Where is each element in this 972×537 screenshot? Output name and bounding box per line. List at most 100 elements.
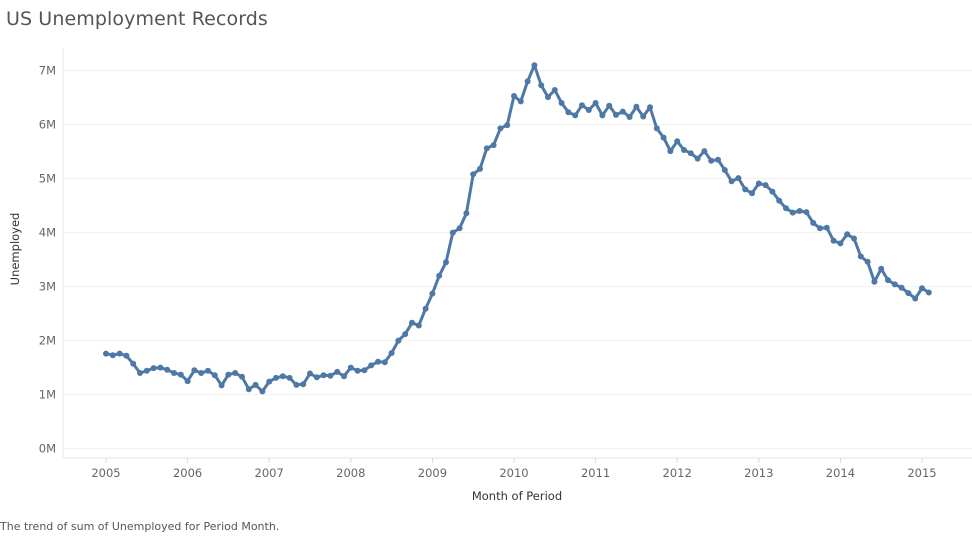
data-point [184, 378, 191, 385]
data-point [749, 190, 755, 197]
data-point [456, 225, 463, 232]
data-point [844, 231, 851, 238]
data-point [864, 258, 871, 265]
data-point [565, 109, 572, 116]
data-point [123, 352, 130, 359]
data-point [885, 277, 891, 284]
data-point [225, 371, 232, 378]
data-point [687, 150, 694, 157]
data-point [137, 370, 143, 376]
series-line [104, 63, 931, 393]
data-point [307, 370, 313, 377]
data-point [422, 305, 429, 312]
data-point [436, 272, 443, 279]
y-tick-label: 1M [39, 388, 56, 402]
data-point [701, 148, 708, 155]
data-point [681, 147, 687, 153]
data-point [443, 259, 449, 266]
data-point [742, 186, 749, 193]
data-point [150, 365, 157, 372]
data-point [803, 209, 810, 216]
data-point [857, 253, 864, 260]
data-point [647, 104, 653, 111]
y-tick-label: 4M [39, 226, 56, 240]
data-point [762, 182, 769, 189]
data-point [871, 278, 878, 285]
data-point [116, 350, 123, 357]
data-point [198, 370, 205, 376]
y-tick-label: 0M [39, 442, 56, 456]
data-point [592, 100, 599, 106]
data-point [919, 285, 925, 292]
data-point [551, 87, 558, 93]
x-tick-label: 2013 [744, 466, 773, 480]
data-point [279, 373, 286, 380]
data-point [157, 364, 164, 371]
data-point [538, 82, 545, 89]
data-point [789, 209, 796, 216]
data-point [354, 367, 361, 374]
data-point [347, 364, 354, 371]
data-point [395, 337, 402, 344]
data-point [109, 352, 116, 359]
data-point [320, 372, 327, 379]
x-tick-label: 2006 [173, 466, 202, 480]
y-tick-label: 6M [39, 118, 56, 132]
data-point [286, 374, 293, 381]
data-point [273, 374, 279, 381]
data-point [925, 289, 932, 296]
data-point [252, 381, 259, 388]
x-tick-label: 2008 [336, 466, 365, 480]
data-point [232, 370, 239, 376]
data-point [511, 93, 517, 99]
data-point [912, 295, 919, 302]
chart-caption: The trend of sum of Unemployed for Perio… [0, 520, 280, 533]
data-point [606, 102, 613, 109]
data-point [429, 290, 436, 297]
data-point [769, 188, 776, 195]
data-point [585, 107, 592, 113]
data-point [205, 367, 211, 374]
data-point [259, 388, 266, 395]
data-point [558, 100, 565, 106]
data-point [715, 156, 721, 163]
data-point [626, 114, 633, 120]
data-point [327, 372, 334, 379]
x-tick-label: 2007 [255, 466, 284, 480]
data-point [776, 197, 783, 204]
data-point [171, 370, 177, 376]
y-tick-label: 3M [39, 280, 56, 294]
data-point [599, 112, 606, 119]
data-point [721, 167, 728, 173]
data-point [375, 358, 381, 365]
data-point [218, 382, 225, 389]
data-point [130, 360, 137, 367]
data-point [409, 319, 415, 326]
data-point [878, 265, 885, 272]
x-axis-label: Month of Period [472, 489, 562, 503]
x-tick-label: 2010 [499, 466, 528, 480]
data-point [545, 94, 551, 101]
data-point [674, 138, 681, 145]
data-point [613, 111, 619, 118]
x-tick-label: 2009 [418, 466, 447, 480]
x-tick-label: 2012 [663, 466, 692, 480]
data-point [755, 180, 762, 187]
data-point [851, 235, 857, 242]
x-tick-label: 2011 [581, 466, 610, 480]
data-point [239, 373, 245, 380]
data-point [388, 350, 395, 356]
data-point [449, 229, 456, 236]
data-point [517, 98, 524, 105]
data-point [490, 142, 497, 149]
data-point [143, 367, 150, 374]
data-point [898, 284, 905, 291]
data-point [579, 102, 585, 109]
data-point [103, 350, 109, 357]
data-point [735, 175, 742, 182]
data-point [415, 322, 422, 329]
data-point [177, 371, 184, 378]
data-point [905, 290, 912, 297]
data-point [783, 205, 789, 212]
